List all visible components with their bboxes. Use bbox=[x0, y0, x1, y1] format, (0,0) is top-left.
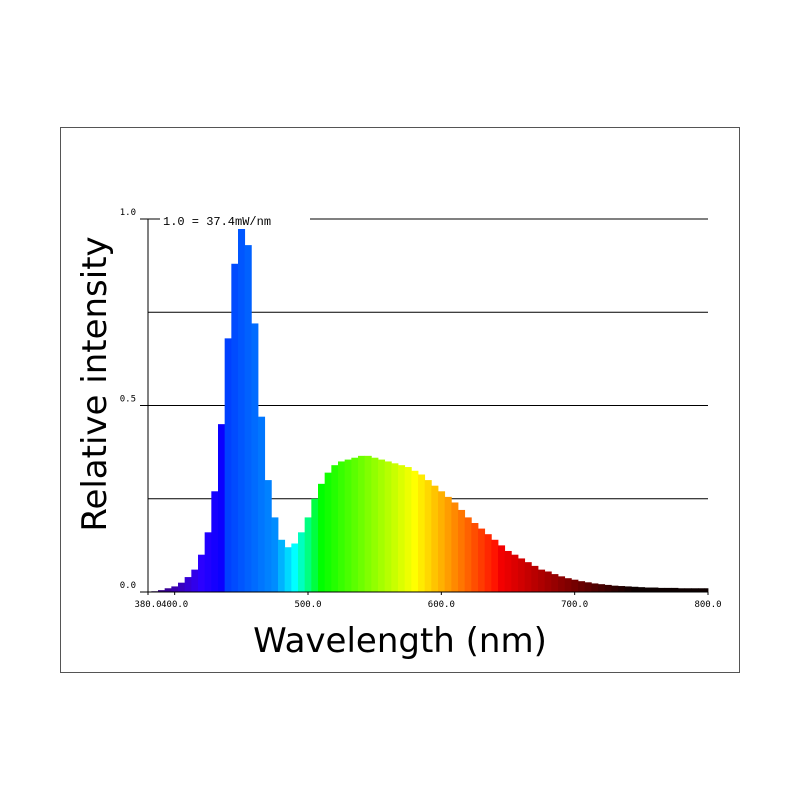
spectrum-bar bbox=[544, 571, 552, 592]
x-tick-label: 700.0 bbox=[561, 600, 588, 610]
spectrum-bar bbox=[571, 579, 579, 592]
spectrum-bar bbox=[578, 581, 586, 592]
spectrum-bar bbox=[224, 338, 232, 592]
spectrum-bar bbox=[284, 547, 292, 592]
spectrum-bar bbox=[158, 590, 166, 592]
x-axis-title: Wavelength (nm) bbox=[253, 621, 547, 661]
spectrum-bar bbox=[278, 539, 286, 592]
spectrum-bar bbox=[338, 461, 346, 592]
spectrum-bar bbox=[191, 569, 199, 592]
spectrum-bar bbox=[524, 562, 532, 592]
spectrum-bar bbox=[664, 587, 672, 592]
spectrum-bar bbox=[311, 498, 319, 592]
annotation: 1.0 = 37.4mW/nm bbox=[163, 215, 271, 229]
spectrum-bar bbox=[244, 245, 252, 593]
spectrum-bar bbox=[604, 584, 612, 592]
spectrum-bar bbox=[324, 472, 332, 592]
spectrum-bar bbox=[331, 465, 339, 592]
spectrum-bar bbox=[618, 586, 626, 592]
spectrum-bar bbox=[698, 588, 706, 592]
spectrum-bar bbox=[591, 583, 599, 592]
spectrum-bar bbox=[398, 465, 406, 592]
spectrum-bar bbox=[438, 491, 446, 592]
spectrum-bar bbox=[498, 545, 506, 592]
spectrum-bar bbox=[458, 509, 466, 592]
spectrum-bar bbox=[451, 502, 459, 592]
spectrum-bar bbox=[671, 587, 679, 592]
spectrum-bar bbox=[564, 578, 572, 592]
spectrum-bar bbox=[504, 550, 512, 592]
spectrum-bar bbox=[431, 485, 439, 592]
spectrum-bar bbox=[371, 457, 379, 592]
spectrum-bar bbox=[258, 416, 266, 592]
x-tick-label: 380.0 bbox=[134, 600, 161, 610]
spectrum-bar bbox=[344, 459, 352, 592]
spectrum-bar bbox=[691, 588, 699, 592]
spectrum-bar bbox=[611, 585, 619, 592]
spectrum-bar bbox=[684, 588, 692, 592]
spectrum-bar bbox=[558, 576, 566, 592]
spectrum-bar bbox=[358, 455, 366, 592]
spectrum-bar bbox=[251, 323, 259, 592]
spectrum-bar bbox=[624, 586, 632, 592]
x-tick-label: 600.0 bbox=[428, 600, 455, 610]
spectrum-bar bbox=[231, 263, 239, 592]
spectrum-bar bbox=[638, 587, 646, 592]
x-tick-label: 800.0 bbox=[694, 600, 721, 610]
spectrum-bar bbox=[164, 588, 172, 592]
spectrum-bar bbox=[538, 569, 546, 592]
x-tick-label: 400.0 bbox=[161, 600, 188, 610]
spectrum-bar bbox=[491, 539, 499, 592]
x-tick-label: 500.0 bbox=[294, 600, 321, 610]
spectrum-bar bbox=[211, 491, 219, 592]
spectrum-bar bbox=[238, 219, 246, 592]
spectrum-bar bbox=[351, 457, 359, 592]
y-tick-label: 0.5 bbox=[120, 395, 136, 405]
spectrum-bar bbox=[584, 582, 592, 592]
spectrum-bar bbox=[178, 582, 186, 592]
spectrum-bar bbox=[644, 587, 652, 592]
spectrum-bar bbox=[418, 474, 426, 592]
spectrum-bar bbox=[264, 480, 272, 592]
y-tick-label: 0.0 bbox=[120, 581, 136, 591]
spectrum-bar bbox=[531, 565, 539, 592]
spectrum-bar bbox=[304, 517, 312, 592]
spectrum-bar bbox=[598, 584, 606, 592]
spectrum-bar bbox=[424, 480, 432, 592]
spectrum-bar bbox=[271, 517, 279, 592]
spectrum-bar bbox=[704, 588, 709, 592]
spectrum-bar bbox=[298, 532, 306, 592]
spectrum-bar bbox=[364, 455, 372, 592]
spectrum-bar bbox=[511, 554, 519, 592]
spectrum-bar bbox=[291, 543, 299, 592]
spectrum-bar bbox=[478, 528, 486, 592]
spectrum-bar bbox=[651, 587, 659, 592]
spectrum-bar bbox=[551, 574, 559, 592]
spectrum-bar bbox=[678, 588, 686, 592]
spectrum-bar bbox=[171, 586, 179, 592]
spectrum-bar bbox=[658, 587, 666, 592]
spectrum-bar bbox=[484, 534, 492, 592]
spectrum-bar bbox=[184, 577, 192, 592]
spectrum-bar bbox=[404, 467, 412, 592]
spectrum-bar bbox=[198, 554, 206, 592]
spectrum-bar bbox=[631, 586, 639, 592]
annotation-bg bbox=[160, 213, 310, 229]
spectrum-bar bbox=[318, 483, 326, 592]
spectrum-bar bbox=[444, 496, 452, 592]
spectrum-bar bbox=[378, 459, 386, 592]
spectrum-bar bbox=[411, 470, 419, 592]
plot-area: 0.0 0.5 1.0 1.0 = 37.4mW/nm 380.0 400.0 500.0 6… bbox=[120, 208, 722, 610]
spectrum-bar bbox=[471, 522, 479, 592]
spectrum-bar bbox=[204, 532, 212, 592]
spectrum-bar bbox=[218, 424, 226, 592]
y-axis-title: Relative intensity bbox=[75, 236, 115, 531]
spectrum-bar bbox=[518, 558, 526, 592]
spectrum-bar bbox=[391, 463, 399, 592]
spectrum-bar bbox=[464, 517, 472, 592]
y-tick-label: 1.0 bbox=[120, 208, 136, 218]
spectrum-bar bbox=[384, 461, 392, 592]
